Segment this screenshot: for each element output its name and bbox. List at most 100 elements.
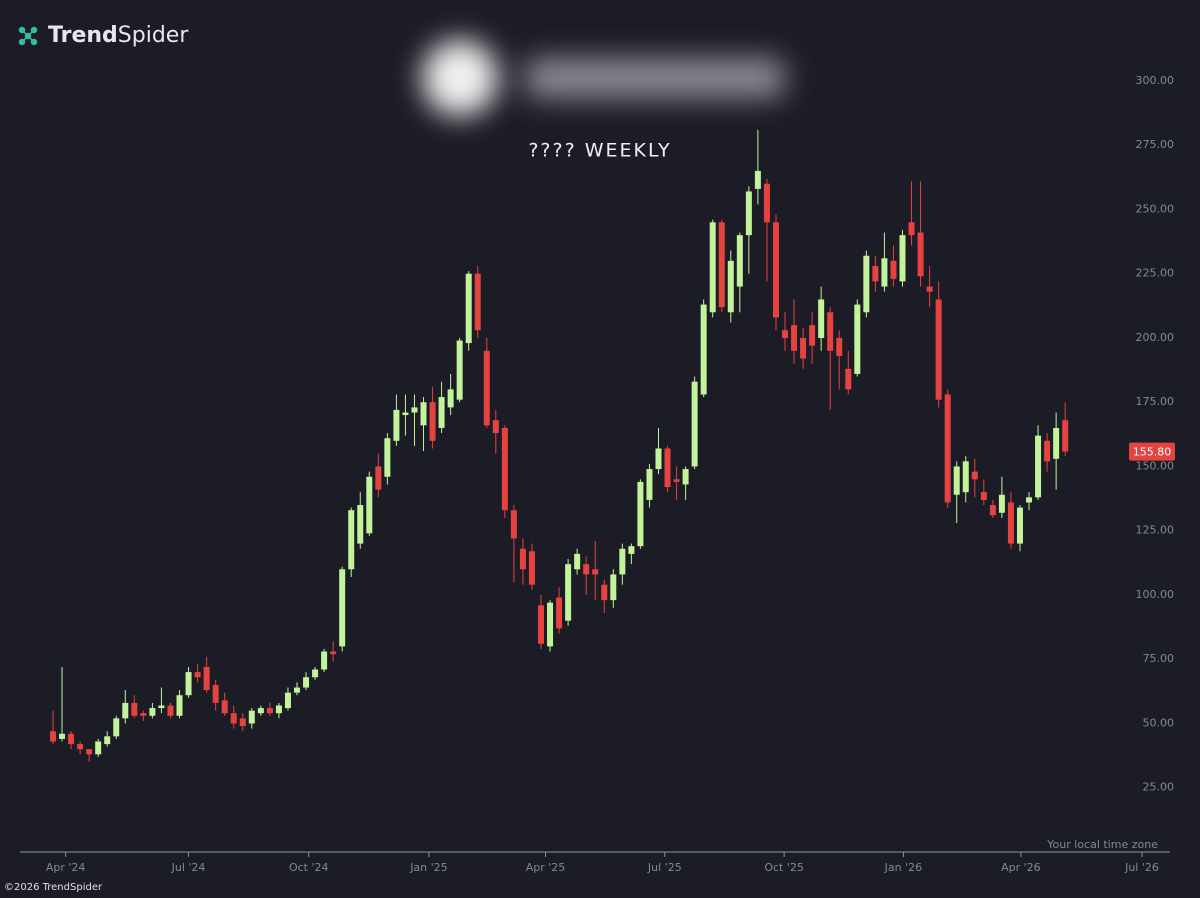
candle-body [59, 733, 66, 739]
candle-body [881, 258, 888, 287]
candle-body [384, 438, 391, 477]
y-tick-label: 175.00 [1136, 395, 1175, 408]
redacted-logo [422, 40, 785, 116]
candle-body [791, 325, 798, 351]
candle-body [836, 337, 843, 356]
candle-body [339, 569, 346, 647]
candle-body [1035, 435, 1042, 498]
candle-body [926, 286, 933, 292]
candle-body [348, 510, 355, 570]
y-tick-label: 275.00 [1136, 138, 1175, 151]
candle-body [899, 235, 906, 282]
x-tick-label: Jul '24 [171, 861, 206, 874]
candle-body [77, 744, 84, 750]
candle-body [68, 733, 75, 745]
candle-body [646, 469, 653, 500]
x-tick-label: Oct '25 [764, 861, 804, 874]
candle-body [465, 273, 472, 344]
timezone-note: Your local time zone [1046, 838, 1158, 851]
x-tick-label: Jan '25 [409, 861, 447, 874]
candle-body [104, 736, 111, 745]
candle-body [628, 546, 635, 554]
x-tick-label: Jan '26 [884, 861, 922, 874]
candle-body [800, 337, 807, 359]
y-tick-label: 225.00 [1136, 267, 1175, 280]
candle-body [736, 235, 743, 287]
candle-body [312, 669, 319, 678]
candle-body [854, 304, 861, 374]
candle-body [474, 273, 481, 331]
candle-body [772, 222, 779, 318]
candle-body [411, 407, 418, 413]
candle-body [167, 705, 174, 716]
candle-body [754, 170, 761, 189]
brand-icon [18, 26, 38, 46]
candle-body [357, 505, 364, 544]
candle-body [745, 191, 752, 236]
candle-body [944, 394, 951, 503]
candle-body [483, 350, 490, 426]
brand-strong: Trend [48, 23, 118, 48]
candle-body [113, 718, 120, 737]
y-tick-label: 250.00 [1136, 202, 1175, 215]
candle-body [682, 469, 689, 485]
candle-body [917, 232, 924, 277]
candle-body [953, 466, 960, 495]
candle-body [266, 708, 273, 714]
candle-body [140, 713, 147, 716]
y-tick-label: 50.00 [1143, 716, 1175, 729]
y-tick-label: 150.00 [1136, 459, 1175, 472]
candle-body [1044, 440, 1051, 462]
candle-body [366, 476, 373, 534]
last-price-tag [1129, 442, 1175, 461]
candle-body [456, 340, 463, 400]
candle-body [547, 602, 554, 647]
candle-body [989, 505, 996, 516]
candle-body [908, 222, 915, 236]
last-price-label: 155.80 [1133, 446, 1172, 459]
y-tick-label: 300.00 [1136, 74, 1175, 87]
candle-body [149, 708, 156, 716]
candle-body [275, 705, 282, 714]
x-tick-label: Apr '25 [526, 861, 566, 874]
candle-body [1062, 420, 1069, 452]
candle-body [709, 222, 716, 313]
candle-body [158, 705, 165, 709]
candle-body [1016, 507, 1023, 544]
candle-body [538, 605, 545, 644]
candle-body [1053, 427, 1060, 459]
candle-body [691, 381, 698, 467]
candle-body [718, 222, 725, 308]
candle-body [86, 749, 93, 755]
candle-body [637, 481, 644, 547]
candle-body [257, 708, 264, 714]
candle-body [194, 672, 201, 678]
brand: TrendSpider [48, 23, 189, 48]
candle-body [664, 448, 671, 488]
candle-body [962, 461, 969, 493]
candle-body [438, 397, 445, 428]
candle-body [122, 702, 129, 719]
candle-body [131, 702, 138, 716]
candle-body [655, 448, 662, 470]
candle-body [420, 402, 427, 426]
candle-body [700, 304, 707, 395]
candle-body [248, 710, 255, 724]
chart-title: ???? WEEKLY [528, 140, 671, 162]
candle-body [619, 548, 626, 575]
candle-body [528, 551, 535, 585]
candle-body [818, 299, 825, 338]
candle-body [863, 255, 870, 313]
y-tick-label: 25.00 [1143, 781, 1175, 794]
x-tick-label: Apr '26 [1001, 861, 1041, 874]
candle-body [230, 713, 237, 724]
candle-body [303, 677, 310, 688]
y-tick-label: 200.00 [1136, 331, 1175, 344]
candle-body [393, 409, 400, 441]
candle-body [176, 695, 183, 716]
candle-body [998, 494, 1005, 513]
candle-body [447, 389, 454, 408]
candle-body [221, 700, 228, 714]
